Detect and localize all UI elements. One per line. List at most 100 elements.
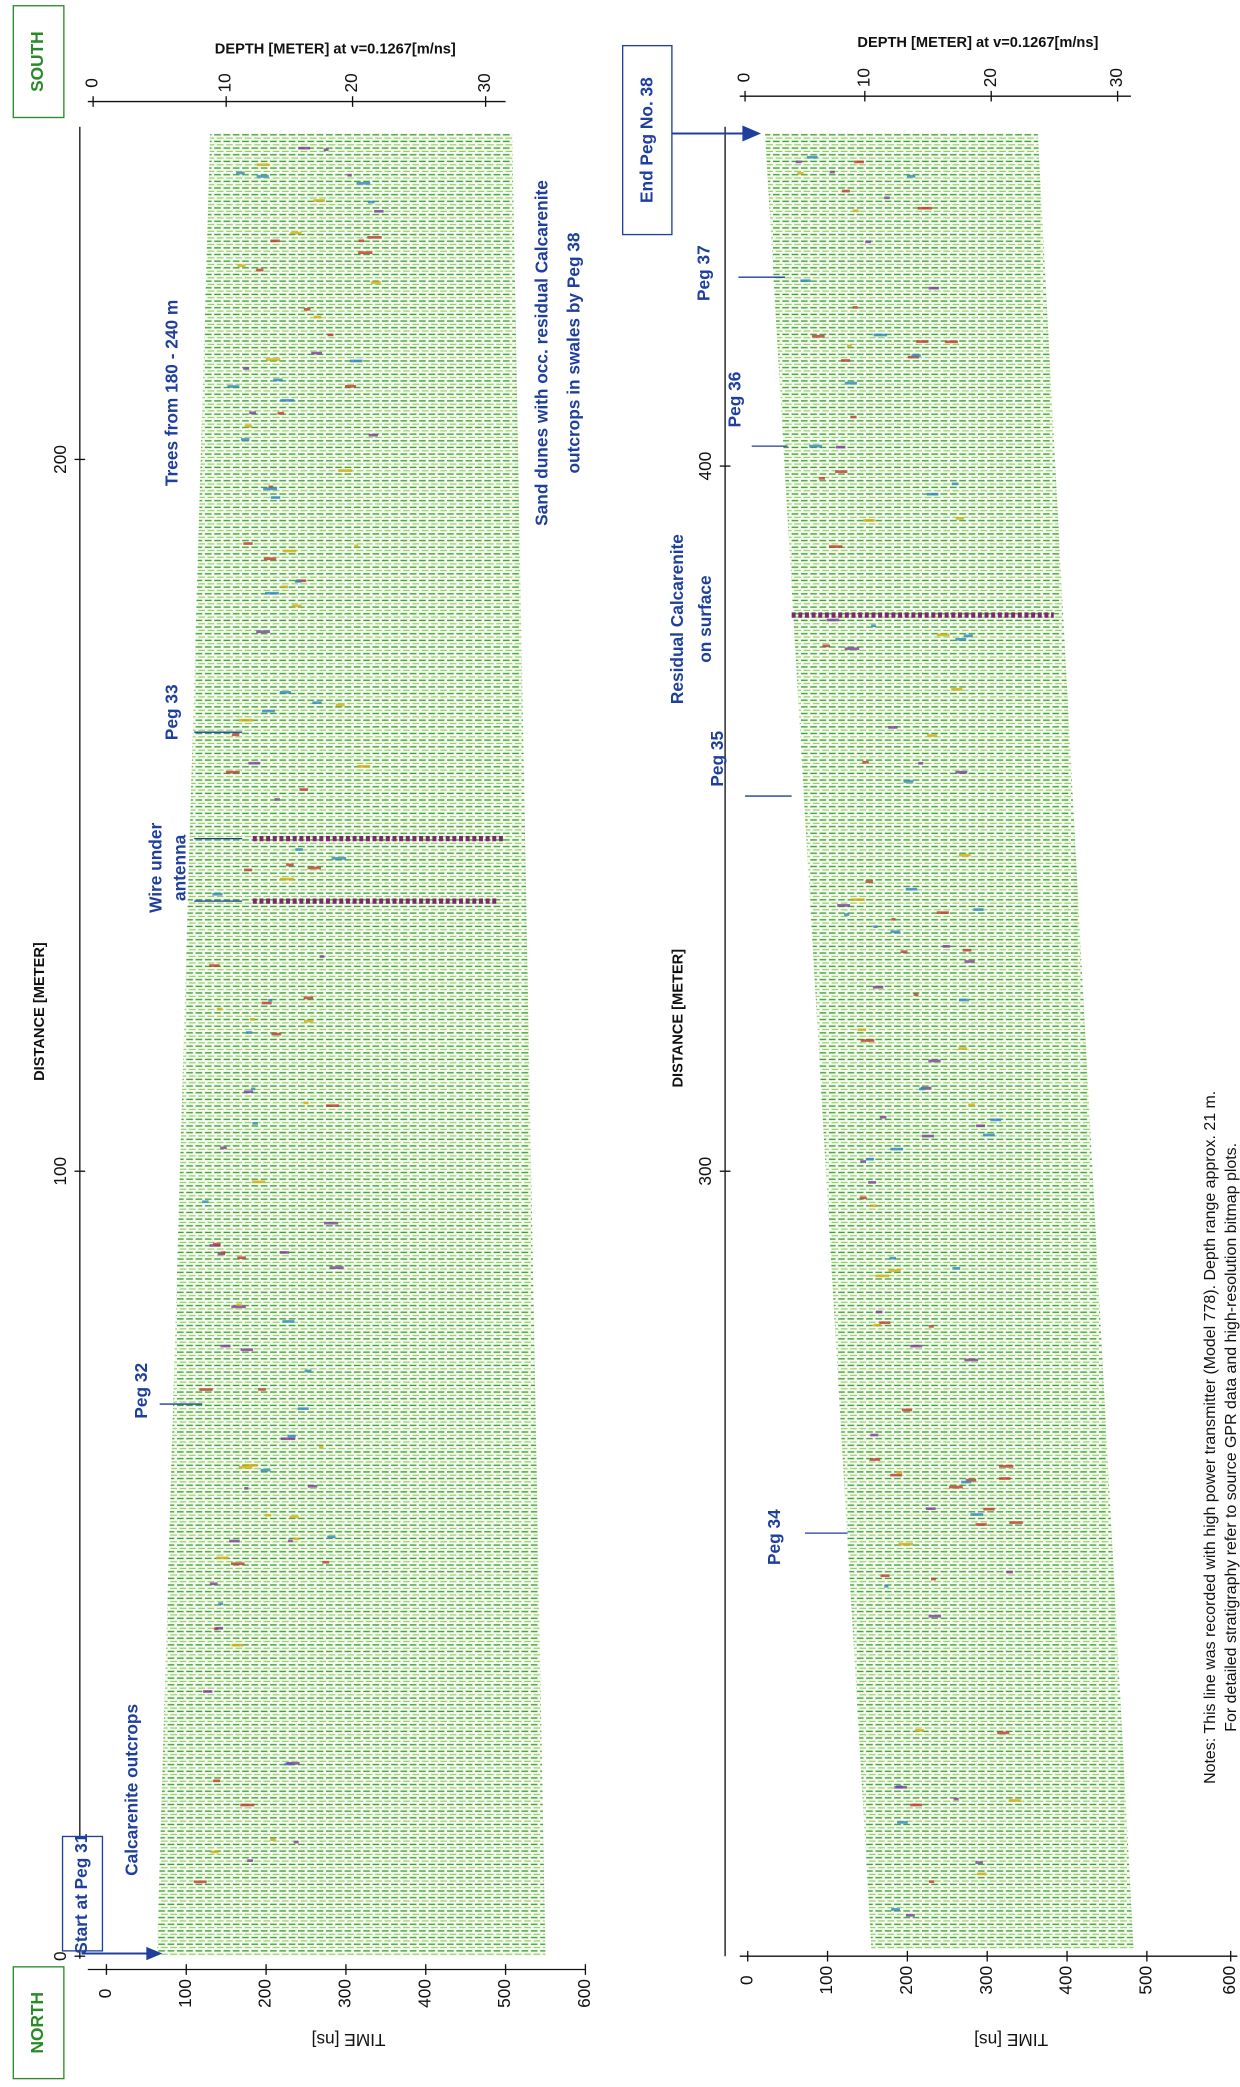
reflection [257,163,270,166]
annotation: Trees from 180 - 240 m [162,300,182,486]
reflection [999,1465,1013,1468]
reflection [247,1859,253,1862]
reflection [199,1388,212,1391]
reflection [874,334,888,337]
reflection [270,1838,276,1841]
reflection [927,734,937,737]
reflection [221,1251,225,1254]
reflection [853,306,858,309]
reflection [241,438,249,441]
reflection [262,710,275,713]
reflection [350,360,363,363]
reflection [990,1119,1001,1122]
reflection [338,469,352,472]
reflection [304,1102,309,1105]
reflection [374,210,384,213]
reflection [916,340,928,343]
reflection [888,726,897,729]
reflection [906,888,917,891]
reflection [968,1104,975,1107]
reflection [319,1446,323,1449]
reflection [949,1486,963,1489]
time-tick-label: 600 [1219,1966,1239,1995]
reflection [324,1222,338,1225]
reflection [884,1585,888,1588]
reflection [345,385,356,388]
reflection [880,1116,887,1119]
time-tick-label: 200 [255,1979,275,2008]
reflection [328,334,334,337]
annotation: Peg 34 [764,1509,784,1565]
reflection [807,156,818,159]
reflection [860,1160,866,1163]
reflection [273,379,282,382]
reflection [897,1821,908,1824]
reflection [926,1507,936,1510]
time-tick-label: 400 [1056,1966,1076,1995]
reflection [357,182,371,185]
annotation: Start at Peg 31 [71,1833,91,1953]
reflection [308,1485,317,1488]
reflection [876,1275,890,1278]
reflection [812,335,825,338]
reflection [845,647,859,650]
reflection [304,1020,313,1023]
reflection [927,493,939,496]
reflection [232,1644,243,1647]
reflection [911,354,920,357]
reflection [914,993,919,996]
reflection [862,761,869,764]
reflection [271,240,280,243]
distance-title: DISTANCE [METER] [670,949,686,1088]
reflection [252,1122,258,1125]
time-title: TIME [ns] [312,2030,386,2050]
reflection [202,1200,208,1203]
reflection [931,1578,936,1581]
reflection [959,1047,967,1050]
reflection [1009,1799,1021,1802]
note: Notes: This line was recorded with high … [1202,1091,1219,1784]
reflection [292,605,302,608]
reflection [367,236,381,239]
reflection [271,1033,281,1036]
reflection [268,999,272,1002]
south-label: SOUTH [27,31,47,91]
reflection [860,1197,867,1200]
annotation: Peg 36 [724,372,744,428]
reflection [876,1311,882,1314]
time-tick-label: 600 [574,1979,594,2008]
reflection [836,446,845,449]
reflection [217,1008,222,1011]
reflection [243,542,252,545]
reflection [256,269,263,272]
reflection [237,1256,246,1259]
annotation: Peg 35 [707,731,727,787]
reflection [970,1513,983,1516]
depth-tick-label: 0 [734,73,754,83]
reflection [891,1908,900,1911]
reflection [229,1540,240,1543]
reflection [945,341,958,344]
reflection [956,517,964,520]
reflection [286,864,294,867]
reflection [959,854,971,857]
time-tick-label: 400 [414,1979,434,2008]
reflection [888,1269,900,1272]
reflection [283,550,296,553]
reflection [359,239,364,242]
reflection [954,1798,959,1801]
distance-title: DISTANCE [METER] [32,942,48,1081]
time-tick-label: 0 [95,1989,115,1999]
reflection [236,172,245,175]
reflection [955,771,967,774]
reflection [879,1321,890,1324]
depth-tick-label: 20 [980,68,1000,87]
depth-tick-label: 10 [215,73,235,92]
reflection [796,161,802,164]
reflection [295,848,303,851]
reflection [239,719,253,722]
reflection [218,1602,223,1605]
reflection [873,925,877,928]
reflection [277,412,284,415]
annotation: Calcarenite outcrops [122,1704,142,1876]
